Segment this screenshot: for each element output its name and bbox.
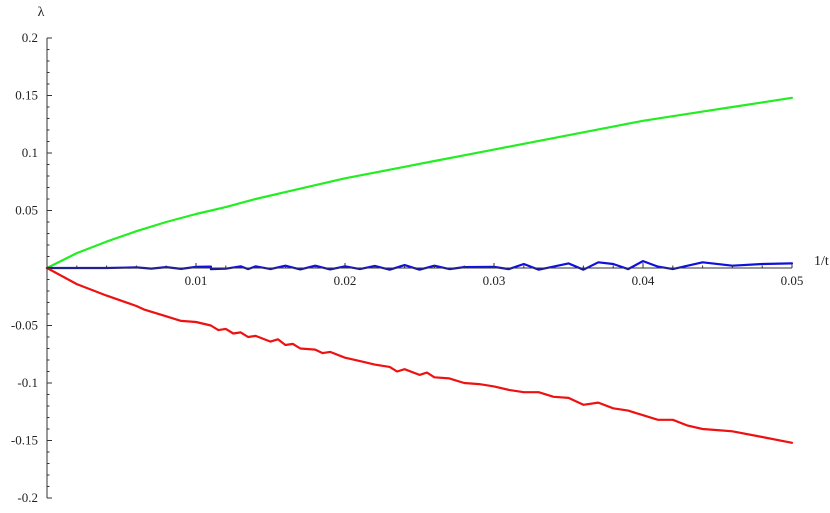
y-tick-label: -0.15 [11,433,38,448]
x-tick-label: 0.03 [483,273,506,288]
y-tick-label: 0.1 [22,145,38,160]
x-tick-label: 0.01 [185,273,208,288]
y-tick-label: 0.2 [22,30,38,45]
x-tick-label: 0.05 [781,273,804,288]
x-axis-label: 1/t [814,254,829,269]
y-axis-label: λ [38,5,45,20]
series-line-2 [45,260,794,271]
series-line-3 [45,266,794,444]
x-tick-label: 0.04 [632,273,655,288]
y-tick-label: -0.05 [11,318,38,333]
x-axis-ticks: 0.01 0.02 0.03 0.04 0.05 [76,263,804,288]
series-line-1 [45,96,794,270]
y-axis-ticks: 0.2 0.15 0.1 0.05 -0.05 -0.1 -0.15 -0.2 [11,30,52,505]
y-tick-label: -0.1 [17,375,38,390]
y-tick-label: -0.2 [17,490,38,505]
y-tick-label: 0.05 [15,203,38,218]
y-tick-label: 0.15 [15,88,38,103]
x-tick-label: 0.02 [334,273,357,288]
series-layer [45,96,794,444]
